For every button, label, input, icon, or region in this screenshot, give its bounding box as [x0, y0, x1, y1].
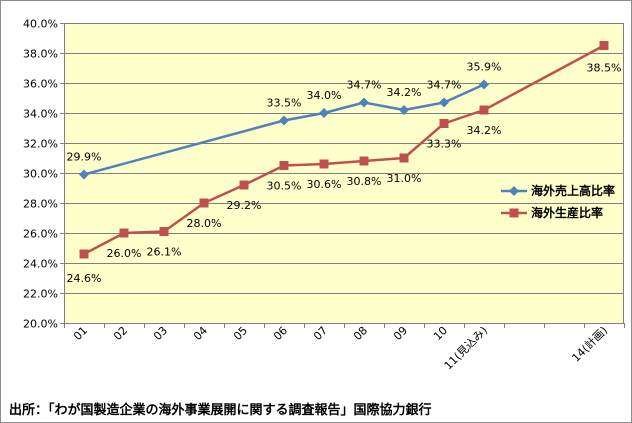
y-tick-label: 30.0% [23, 168, 58, 181]
data-point [279, 115, 289, 126]
data-point [199, 198, 209, 208]
data-label: 33.5% [267, 97, 302, 110]
x-tick-label: 11(見込み) [442, 324, 491, 373]
data-label: 24.6% [67, 272, 102, 285]
data-label: 29.9% [67, 151, 102, 164]
x-tick-label: 08 [351, 324, 370, 343]
data-point [359, 97, 369, 108]
data-point [239, 180, 249, 190]
data-label: 33.3% [427, 138, 462, 151]
data-point [79, 169, 89, 180]
data-label: 35.9% [467, 61, 502, 74]
x-tick-label: 03 [151, 324, 170, 343]
data-point [479, 105, 489, 115]
y-tick-label: 38.0% [23, 48, 58, 61]
data-label: 26.1% [147, 246, 182, 259]
data-point [79, 249, 89, 259]
data-point [319, 159, 329, 169]
data-point [319, 108, 329, 118]
y-tick-label: 36.0% [23, 78, 58, 91]
data-label: 30.8% [347, 175, 382, 188]
data-label: 26.0% [107, 247, 142, 260]
data-label: 30.5% [267, 180, 302, 193]
y-tick-label: 28.0% [23, 198, 58, 211]
data-point [479, 79, 489, 90]
x-tick-label: 07 [311, 324, 330, 343]
series [79, 41, 609, 259]
data-point [399, 153, 409, 163]
data-label: 34.7% [427, 79, 462, 92]
legend-label: 海外生産比率 [531, 205, 603, 220]
y-tick-label: 24.0% [23, 258, 58, 271]
source-note: 出所：「わが国製造企業の海外事業展開に関する調査報告」国際協力銀行 [9, 403, 432, 418]
x-tick-label: 01 [71, 324, 90, 343]
x-tick-label: 10 [431, 324, 450, 343]
y-tick-label: 26.0% [23, 228, 58, 241]
data-point [359, 156, 369, 166]
data-point [599, 41, 609, 50]
y-tick-label: 20.0% [23, 318, 58, 331]
data-label: 34.0% [307, 89, 342, 102]
data-point [439, 97, 449, 108]
data-label: 34.7% [347, 79, 382, 92]
x-tick-label: 05 [231, 324, 250, 343]
x-tick-label: 14(計画) [569, 323, 610, 364]
x-tick-label: 04 [191, 324, 210, 343]
data-point [159, 227, 169, 236]
y-tick-label: 34.0% [23, 108, 58, 121]
y-tick-label: 40.0% [23, 18, 58, 31]
series-line [83, 44, 605, 256]
data-point [399, 105, 409, 115]
legend-marker [509, 186, 519, 196]
x-tick-label: 02 [111, 324, 130, 343]
y-tick-label: 22.0% [23, 288, 58, 301]
legend-marker [509, 208, 519, 218]
data-label: 29.2% [227, 199, 262, 212]
data-label: 30.6% [307, 178, 342, 191]
legend-label: 海外売上高比率 [531, 183, 615, 198]
x-tick-label: 09 [391, 324, 410, 343]
data-label: 34.2% [467, 124, 502, 137]
x-tick-label: 06 [271, 324, 290, 343]
data-label: 38.5% [587, 62, 622, 75]
data-label: 31.0% [387, 172, 422, 185]
data-label: 28.0% [187, 217, 222, 230]
y-tick-label: 32.0% [23, 138, 58, 151]
data-labels: 29.9% 33.5% 34.0% 34.7% 34.2% 34.7% 35.9% 24.6%… [67, 61, 622, 286]
data-point [439, 119, 449, 128]
data-label: 34.2% [387, 86, 422, 99]
data-point [279, 161, 289, 170]
data-point [119, 228, 129, 238]
